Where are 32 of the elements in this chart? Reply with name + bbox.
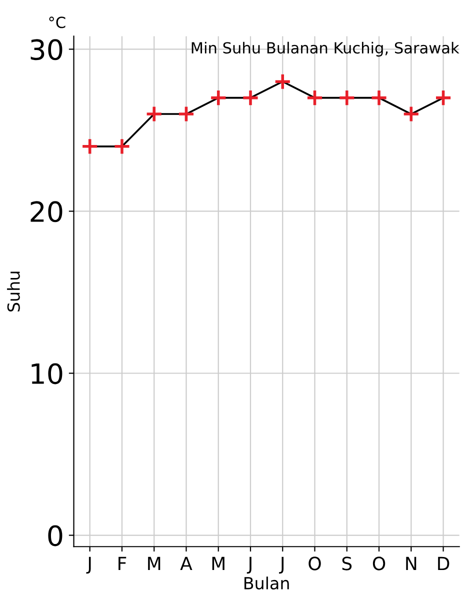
point [145, 105, 163, 123]
point [274, 72, 292, 90]
x-tick-label: M [148, 556, 160, 570]
point [306, 89, 324, 106]
x-tick-label: D [438, 556, 450, 570]
chart-title: Min Suhu Bulanan Kuchig, Sarawak [192, 42, 460, 57]
point [178, 105, 195, 123]
text: °C [49, 16, 66, 28]
y-tick-label: 30 [30, 39, 62, 60]
y-axis-title: Suhu [7, 272, 20, 312]
y-tick-label: 10 [32, 363, 62, 384]
point [81, 138, 99, 156]
x-tick-label: F [118, 556, 126, 570]
x-tick-label: M [212, 556, 224, 570]
point [113, 138, 131, 156]
point [210, 89, 228, 106]
y-tick-label: 20 [30, 201, 62, 222]
x-tick-label: J [86, 556, 91, 574]
x-tick-label: O [308, 556, 321, 570]
x-tick-label: S [342, 556, 352, 570]
x-tick-label: J [279, 556, 284, 574]
point [370, 89, 388, 106]
point [242, 89, 260, 106]
x-tick-label: O [372, 556, 386, 570]
x-tick-label: N [406, 556, 416, 570]
point [338, 89, 356, 106]
point [434, 89, 452, 106]
x-tick-label: A [180, 556, 192, 570]
x-axis-title: Bulan [244, 576, 289, 590]
point [402, 105, 420, 123]
y-tick-label: 0 [48, 525, 62, 546]
x-tick-label: J [246, 556, 252, 574]
